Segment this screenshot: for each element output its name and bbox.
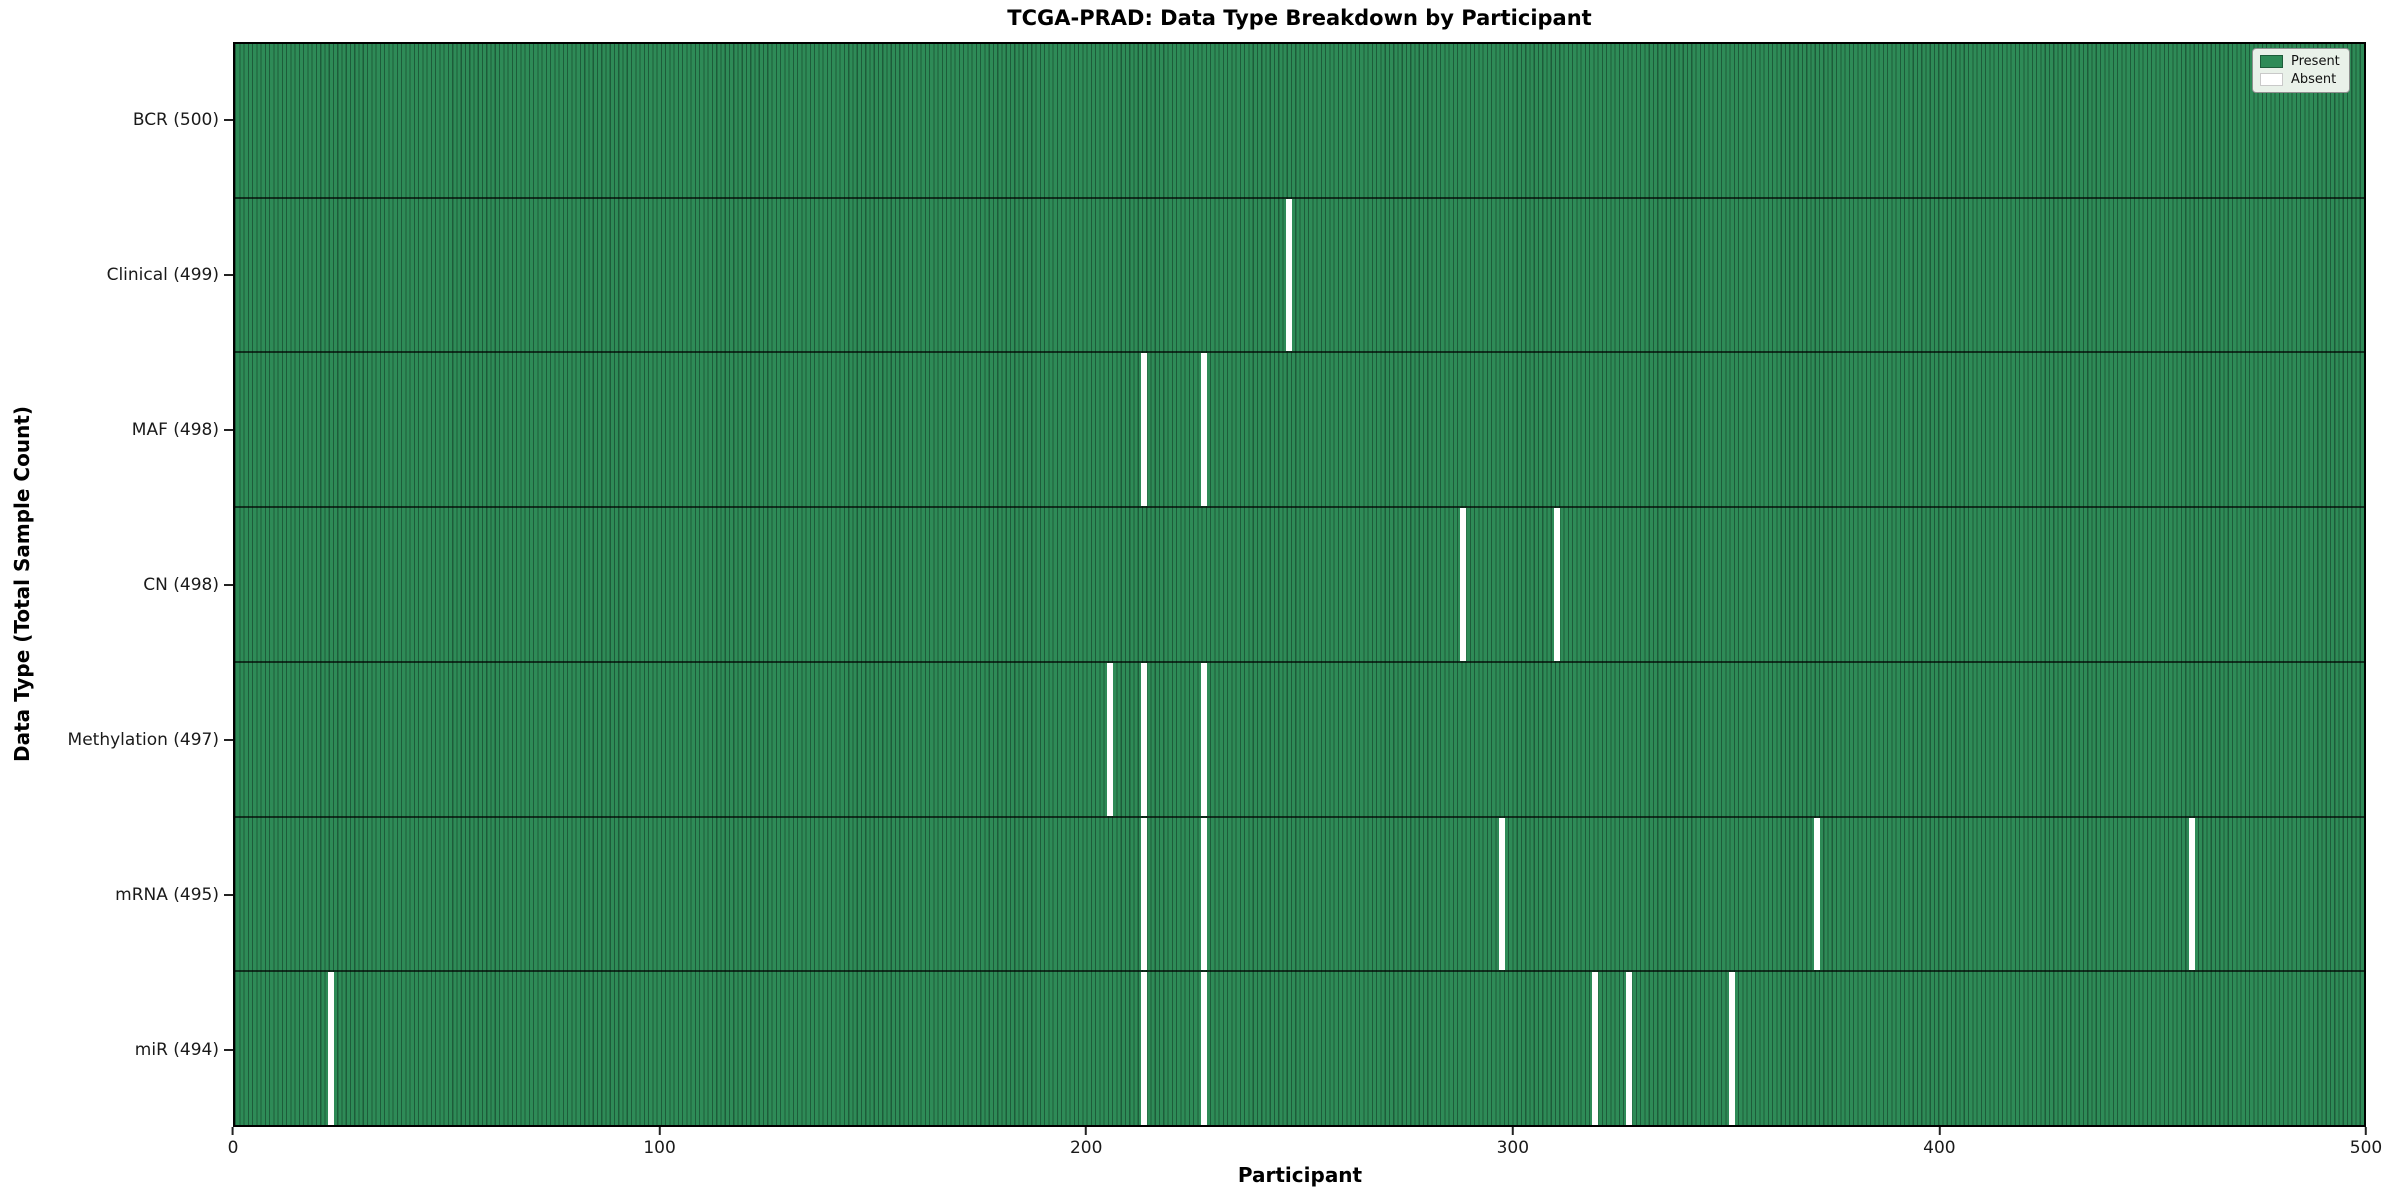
absent-bar-mrna-371 [1813, 817, 1820, 971]
y-axis-title: Data Type (Total Sample Count) [10, 405, 34, 763]
y-tick-label: miR (494) [134, 1039, 219, 1060]
absent-bar-mir-22 [327, 972, 334, 1126]
absent-bar-methylation-227 [1200, 662, 1207, 816]
heatmap-row-mrna [235, 817, 2364, 973]
absent-bar-clinical-247 [1285, 198, 1292, 352]
absent-bar-mrna-227 [1200, 817, 1207, 971]
x-tick-label: 200 [1069, 1138, 1103, 1158]
x-tick-400: 400 [1923, 1127, 1956, 1158]
heatmap-row-clinical [235, 198, 2364, 354]
absent-bar-mrna-297 [1498, 817, 1505, 971]
legend-entry-present: Present [2260, 55, 2340, 68]
heatmap-row-cn [235, 508, 2364, 663]
absent-bar-mir-319 [1592, 972, 1599, 1126]
y-tick-label: Methylation (497) [67, 729, 219, 750]
heatmap-row-mir [235, 972, 2364, 1126]
x-tick-label: 500 [2349, 1138, 2383, 1158]
absent-bar-cn-310 [1554, 508, 1561, 661]
y-tick-mark [224, 428, 233, 431]
heatmap-row-maf [235, 353, 2364, 509]
y-tick-label: mRNA (495) [115, 884, 219, 905]
y-tick-mark [224, 1048, 233, 1051]
x-tick-label: 300 [1496, 1138, 1530, 1158]
present-swatch-icon [2260, 55, 2283, 68]
y-tick-maf: MAF (498) [132, 418, 233, 442]
legend: Present Absent [2252, 48, 2350, 93]
x-tick-300: 300 [1497, 1127, 1529, 1158]
absent-bar-cn-288 [1460, 508, 1467, 661]
legend-label-absent: Absent [2291, 72, 2337, 87]
x-tick-mark [231, 1127, 234, 1135]
y-tick-label: Clinical (499) [106, 264, 219, 285]
legend-entry-absent: Absent [2260, 73, 2340, 86]
legend-label-present: Present [2291, 54, 2340, 69]
x-axis-title: Participant [1237, 1163, 1363, 1187]
x-axis: 0 100 200 300 400 500 [228, 1127, 2382, 1172]
y-tick-label: CN (498) [143, 574, 219, 595]
x-tick-500: 500 [2350, 1127, 2382, 1158]
y-tick-bcr: BCR (500) [133, 108, 233, 132]
y-tick-mark [224, 118, 233, 121]
absent-bar-mir-327 [1626, 972, 1633, 1126]
absent-bar-mir-213 [1141, 972, 1148, 1126]
absent-bar-mrna-213 [1141, 817, 1148, 971]
y-tick-mark [224, 893, 233, 896]
y-tick-mir: miR (494) [135, 1038, 233, 1062]
x-tick-label: 400 [1923, 1138, 1956, 1158]
heatmap-plot-area [233, 42, 2366, 1127]
absent-bar-mir-351 [1728, 972, 1735, 1126]
y-tick-mark [224, 738, 233, 741]
x-tick-0: 0 [227, 1127, 239, 1158]
heatmap-row-methylation [235, 662, 2364, 818]
x-tick-label: 100 [643, 1138, 676, 1158]
y-tick-clinical: Clinical (499) [107, 263, 233, 287]
x-tick-mark [1511, 1127, 1514, 1135]
absent-bar-maf-213 [1141, 353, 1148, 507]
heatmap-row-bcr [235, 44, 2364, 199]
x-tick-mark [1085, 1127, 1088, 1135]
x-tick-200: 200 [1070, 1127, 1102, 1158]
y-tick-label: BCR (500) [132, 109, 219, 130]
y-tick-methylation: Methylation (497) [68, 728, 233, 752]
y-axis: BCR (500) Clinical (499) MAF (498) CN (498)… [0, 42, 233, 1127]
y-tick-mark [224, 583, 233, 586]
y-tick-mrna: mRNA (495) [115, 883, 233, 907]
x-tick-label: 0 [227, 1138, 239, 1158]
absent-bar-mrna-459 [2188, 817, 2195, 971]
absent-bar-mir-227 [1200, 972, 1207, 1126]
y-tick-cn: CN (498) [143, 573, 233, 597]
x-tick-mark [1938, 1127, 1941, 1135]
chart-title: TCGA-PRAD: Data Type Breakdown by Partic… [1007, 6, 1592, 30]
absent-bar-maf-227 [1200, 353, 1207, 507]
absent-swatch-icon [2260, 73, 2283, 86]
absent-bar-methylation-213 [1141, 662, 1148, 816]
x-tick-100: 100 [643, 1127, 676, 1158]
x-tick-mark [2364, 1127, 2367, 1135]
y-tick-mark [224, 273, 233, 276]
absent-bar-methylation-205 [1107, 662, 1114, 816]
y-tick-label: MAF (498) [131, 419, 219, 440]
x-tick-mark [658, 1127, 661, 1135]
